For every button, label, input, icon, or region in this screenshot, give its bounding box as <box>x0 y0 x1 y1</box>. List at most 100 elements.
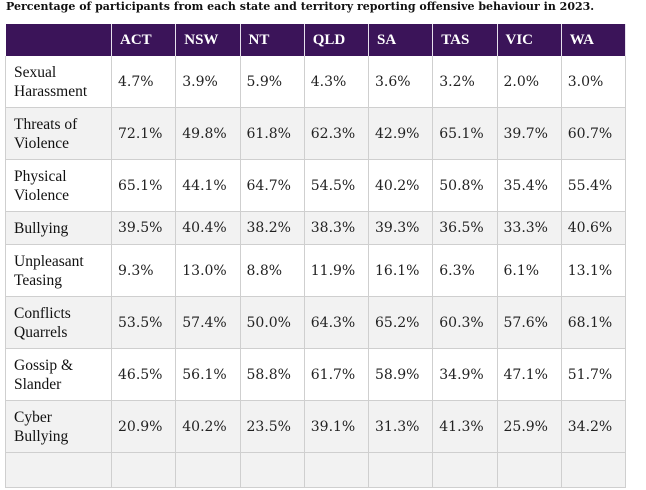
value-cell: 3.6% <box>368 56 434 108</box>
empty-cell <box>111 452 177 488</box>
value-cell: 65.2% <box>368 296 434 349</box>
value-cell: 25.9% <box>497 400 562 453</box>
table-row: Unpleasant Teasing 9.3% 13.0% 8.8% 11.9% 16.1%… <box>5 244 627 297</box>
value-cell: 49.8% <box>175 107 241 160</box>
value-cell: 16.1% <box>368 244 434 297</box>
empty-cell <box>497 452 562 488</box>
value-cell: 58.8% <box>240 348 305 401</box>
value-cell: 61.7% <box>304 348 370 401</box>
header-row: ACT NSW NT QLD SA TAS VIC WA <box>5 24 627 56</box>
header-cell: WA <box>561 24 627 56</box>
row-label: Gossip & Slander <box>5 348 112 401</box>
value-cell: 55.4% <box>561 159 627 212</box>
value-cell: 23.5% <box>240 400 305 453</box>
empty-cell <box>5 452 112 488</box>
value-cell: 64.7% <box>240 159 305 212</box>
value-cell: 39.7% <box>497 107 562 160</box>
empty-cell <box>175 452 241 488</box>
value-cell: 2.0% <box>497 56 562 108</box>
value-cell: 46.5% <box>111 348 177 401</box>
header-cell: NT <box>240 24 305 56</box>
value-cell: 50.8% <box>432 159 498 212</box>
value-cell: 57.6% <box>497 296 562 349</box>
row-label: Conflicts Quarrels <box>5 296 112 349</box>
value-cell: 44.1% <box>175 159 241 212</box>
value-cell: 65.1% <box>111 159 177 212</box>
value-cell: 42.9% <box>368 107 434 160</box>
row-label: Unpleasant Teasing <box>5 244 112 297</box>
value-cell: 53.5% <box>111 296 177 349</box>
value-cell: 40.4% <box>175 211 241 245</box>
value-cell: 62.3% <box>304 107 370 160</box>
value-cell: 58.9% <box>368 348 434 401</box>
value-cell: 72.1% <box>111 107 177 160</box>
value-cell: 56.1% <box>175 348 241 401</box>
value-cell: 8.8% <box>240 244 305 297</box>
row-label: Threats of Violence <box>5 107 112 160</box>
header-cell: QLD <box>304 24 370 56</box>
empty-cell <box>304 452 370 488</box>
row-label: Bullying <box>5 211 112 245</box>
table-row: Physical Violence 65.1% 44.1% 64.7% 54.5% 40.2… <box>5 159 627 212</box>
value-cell: 47.1% <box>497 348 562 401</box>
header-cell: ACT <box>111 24 177 56</box>
value-cell: 68.1% <box>561 296 627 349</box>
value-cell: 38.3% <box>304 211 370 245</box>
value-cell: 13.1% <box>561 244 627 297</box>
empty-cell <box>561 452 627 488</box>
value-cell: 40.2% <box>368 159 434 212</box>
empty-row <box>5 452 627 488</box>
value-cell: 11.9% <box>304 244 370 297</box>
row-label: Physical Violence <box>5 159 112 212</box>
row-label: Sexual Harassment <box>5 56 112 108</box>
header-cell: SA <box>368 24 434 56</box>
value-cell: 36.5% <box>432 211 498 245</box>
value-cell: 35.4% <box>497 159 562 212</box>
value-cell: 60.7% <box>561 107 627 160</box>
empty-cell <box>368 452 434 488</box>
table-row: Sexual Harassment 4.7% 3.9% 5.9% 4.3% 3.6% 3.2%… <box>5 56 627 108</box>
table-row: Threats of Violence 72.1% 49.8% 61.8% 62.3% 42… <box>5 107 627 160</box>
value-cell: 65.1% <box>432 107 498 160</box>
header-cell: VIC <box>497 24 562 56</box>
value-cell: 39.1% <box>304 400 370 453</box>
value-cell: 5.9% <box>240 56 305 108</box>
table-row: Conflicts Quarrels 53.5% 57.4% 50.0% 64.3% 65.… <box>5 296 627 349</box>
value-cell: 3.2% <box>432 56 498 108</box>
value-cell: 38.2% <box>240 211 305 245</box>
value-cell: 34.2% <box>561 400 627 453</box>
value-cell: 54.5% <box>304 159 370 212</box>
offensive-behaviour-table: ACT NSW NT QLD SA TAS VIC WA Sexual Haras… <box>5 24 627 488</box>
value-cell: 40.2% <box>175 400 241 453</box>
value-cell: 6.3% <box>432 244 498 297</box>
table-caption: Percentage of participants from each sta… <box>6 0 595 13</box>
row-label: Cyber Bullying <box>5 400 112 453</box>
value-cell: 39.5% <box>111 211 177 245</box>
value-cell: 13.0% <box>175 244 241 297</box>
value-cell: 51.7% <box>561 348 627 401</box>
value-cell: 61.8% <box>240 107 305 160</box>
value-cell: 20.9% <box>111 400 177 453</box>
value-cell: 50.0% <box>240 296 305 349</box>
value-cell: 4.7% <box>111 56 177 108</box>
value-cell: 57.4% <box>175 296 241 349</box>
value-cell: 31.3% <box>368 400 434 453</box>
table-row: Cyber Bullying 20.9% 40.2% 23.5% 39.1% 31.3% 41… <box>5 400 627 453</box>
value-cell: 3.0% <box>561 56 627 108</box>
value-cell: 6.1% <box>497 244 562 297</box>
value-cell: 40.6% <box>561 211 627 245</box>
value-cell: 64.3% <box>304 296 370 349</box>
value-cell: 60.3% <box>432 296 498 349</box>
table-row: Gossip & Slander 46.5% 56.1% 58.8% 61.7% 58.9%… <box>5 348 627 401</box>
table-row: Bullying 39.5% 40.4% 38.2% 38.3% 39.3% 36.5% 33… <box>5 211 627 245</box>
header-cell: NSW <box>175 24 241 56</box>
value-cell: 3.9% <box>175 56 241 108</box>
value-cell: 33.3% <box>497 211 562 245</box>
value-cell: 4.3% <box>304 56 370 108</box>
value-cell: 9.3% <box>111 244 177 297</box>
empty-cell <box>240 452 305 488</box>
header-cell: TAS <box>432 24 498 56</box>
value-cell: 34.9% <box>432 348 498 401</box>
value-cell: 41.3% <box>432 400 498 453</box>
header-cell <box>5 24 112 56</box>
